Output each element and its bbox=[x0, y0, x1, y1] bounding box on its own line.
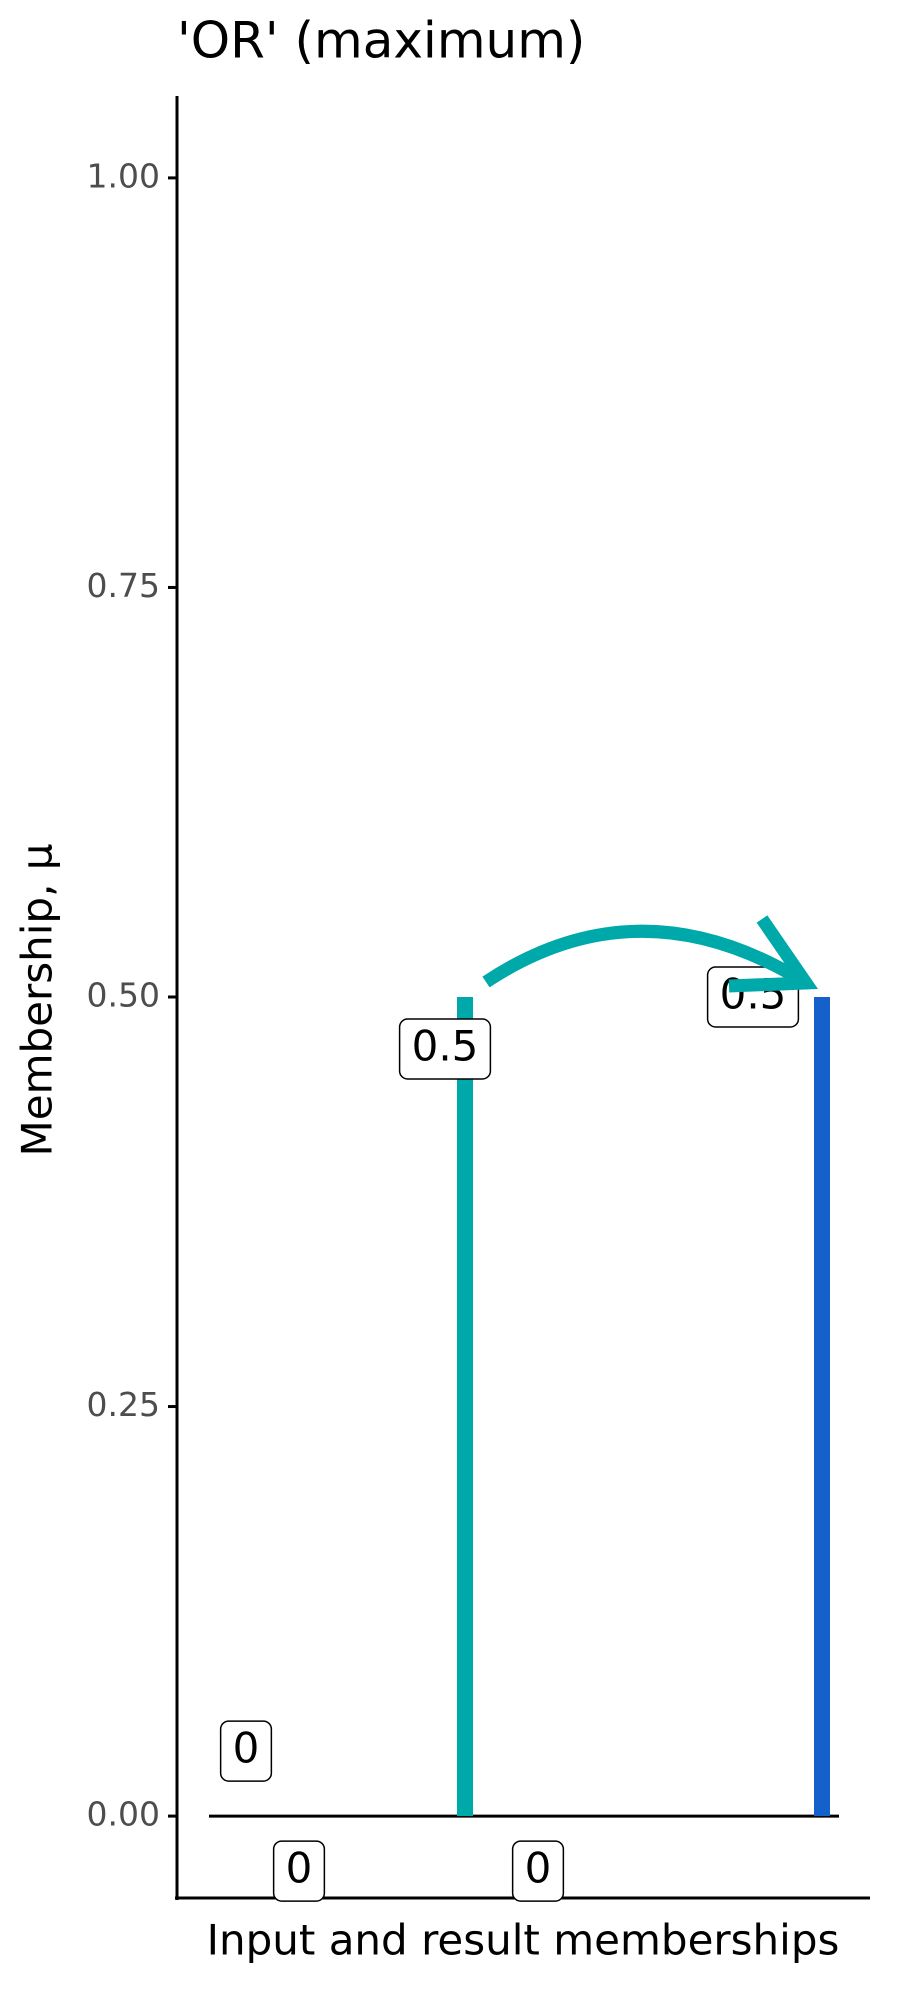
x-axis-label: Input and result memberships bbox=[207, 1916, 840, 1965]
bar bbox=[457, 997, 473, 1817]
y-tick-label: 1.00 bbox=[87, 156, 160, 195]
value-label-box bbox=[272, 1840, 326, 1902]
y-tick-label: 0.50 bbox=[87, 976, 160, 1015]
value-label-box bbox=[398, 1018, 492, 1080]
value-label: 0.5 bbox=[720, 970, 787, 1019]
value-label: 0.5 bbox=[412, 1022, 479, 1071]
value-label-box bbox=[511, 1840, 565, 1902]
arrow-head bbox=[728, 915, 819, 993]
value-label-box bbox=[219, 1720, 273, 1782]
value-label: 0 bbox=[233, 1724, 260, 1773]
bar bbox=[814, 997, 830, 1817]
y-axis-label: Membership, μ bbox=[13, 843, 62, 1156]
value-label: 0 bbox=[525, 1844, 552, 1893]
y-tick-label: 0.25 bbox=[87, 1385, 160, 1424]
y-tick-label: 0.00 bbox=[87, 1795, 160, 1834]
y-tick-label: 0.75 bbox=[87, 566, 160, 605]
chart-title: 'OR' (maximum) bbox=[177, 12, 585, 70]
value-label: 0 bbox=[286, 1844, 313, 1893]
arrow bbox=[482, 924, 810, 989]
